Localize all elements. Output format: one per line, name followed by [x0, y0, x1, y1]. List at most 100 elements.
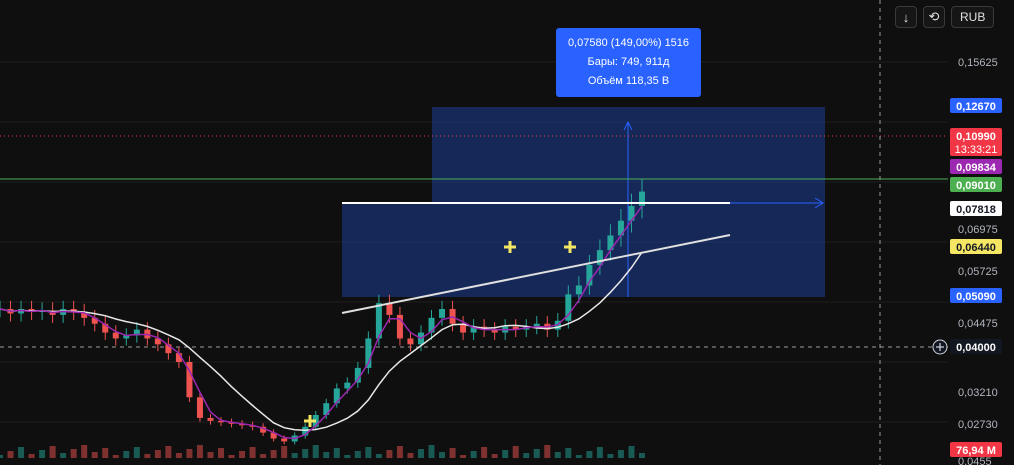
candle-body — [302, 426, 309, 436]
price-label: 0,04000 — [956, 342, 996, 354]
volume-bar — [196, 445, 203, 458]
volume-bar — [617, 450, 624, 458]
price-axis[interactable]: 0,15625 0,06975 0,05725 0,04475 0,03210 0,027… — [958, 57, 998, 465]
fast-moving-average — [0, 205, 643, 440]
volume-bar — [165, 446, 172, 458]
cross-marker — [564, 241, 576, 253]
slow-moving-average — [0, 251, 643, 432]
volume-bar — [523, 453, 530, 458]
volume-bar — [228, 455, 235, 458]
volume-bar — [133, 447, 140, 458]
price-label-bg — [950, 288, 1002, 303]
candle-body — [112, 332, 119, 339]
candle-body — [81, 311, 88, 318]
volume-bar — [439, 452, 446, 458]
volume-bar — [239, 451, 246, 458]
volume-bar — [375, 454, 382, 458]
candle-body — [533, 323, 540, 327]
countdown-label: 13:33:21 — [955, 144, 998, 156]
price-label-bg — [950, 201, 1002, 216]
candle-body — [428, 317, 435, 333]
volume-bar — [417, 449, 424, 458]
candle-body — [628, 206, 635, 221]
candle-body — [386, 303, 393, 315]
candle-body — [270, 432, 277, 439]
volume-bar — [175, 453, 182, 458]
axis-tick-label: 0,02730 — [958, 419, 998, 431]
axis-tick-label: 0,04475 — [958, 318, 998, 330]
price-label: 0,09010 — [956, 180, 996, 192]
price-label: 0,10990 — [956, 131, 996, 143]
volume-bar — [281, 446, 288, 458]
price-label: 0,06440 — [956, 242, 996, 254]
candle-body — [460, 323, 467, 333]
volume-bar — [554, 452, 561, 458]
chart-top-toolbar: ↓ ⟲ RUB — [895, 6, 995, 28]
candle-body — [565, 294, 572, 321]
candle-body — [491, 329, 498, 333]
price-label: 0,09834 — [956, 162, 997, 174]
loop-icon[interactable]: ⟲ — [923, 6, 945, 28]
volume-bar — [565, 448, 572, 458]
candle-body — [575, 285, 582, 295]
volume-bar — [207, 452, 214, 458]
candle-body — [470, 326, 477, 333]
price-label-bg — [950, 177, 1002, 192]
price-label-bg — [950, 98, 1002, 113]
volume-bar — [533, 449, 540, 458]
measure-box-lower[interactable] — [342, 203, 825, 297]
axis-tick-label: 0,06975 — [958, 224, 998, 236]
axis-tick-label: 0,15625 — [958, 57, 998, 69]
candle-body — [365, 338, 372, 368]
price-label-bg — [950, 239, 1002, 254]
candle-body — [333, 388, 340, 404]
candle-body — [586, 264, 593, 286]
axis-tick-label: 0,05725 — [958, 266, 998, 278]
volume-bar — [70, 449, 77, 458]
candle-body — [354, 367, 361, 383]
volume-bar — [628, 446, 635, 458]
volume-bar — [491, 454, 498, 458]
candle-body — [281, 438, 288, 442]
add-alert-button[interactable] — [932, 339, 948, 355]
volume-bar — [270, 450, 277, 458]
candle-body — [439, 309, 446, 318]
candle-body — [596, 250, 603, 265]
arrow-down-icon[interactable]: ↓ — [895, 6, 917, 28]
volume-bar — [333, 448, 340, 458]
volume-bar — [344, 455, 351, 458]
volume-bar — [218, 448, 225, 458]
price-label: 0,07818 — [956, 204, 996, 216]
candle-body — [260, 426, 267, 433]
axis-tick-label: 0,03210 — [958, 387, 998, 399]
candle-body — [154, 338, 161, 345]
candle-body — [123, 335, 130, 339]
cross-marker — [304, 415, 316, 427]
volume-bar — [102, 448, 109, 458]
axis-tick-label: 0,0455 — [958, 456, 992, 465]
volume-bar — [0, 455, 3, 458]
candle-body — [512, 326, 519, 330]
volume-bar — [575, 455, 582, 458]
volume-bar — [449, 448, 456, 458]
candle-body — [617, 220, 624, 236]
support-trend-line[interactable] — [341, 234, 731, 314]
candle-body — [133, 329, 140, 336]
candle-body — [323, 403, 330, 415]
candle-body — [407, 338, 414, 345]
candle-body — [218, 420, 225, 423]
measure-arrow-head — [814, 197, 824, 209]
candle-body — [375, 303, 382, 339]
volume-bar — [365, 447, 372, 458]
candle-body — [91, 317, 98, 324]
volume-bar — [260, 454, 267, 458]
volume-bar — [39, 450, 46, 458]
measure-change-text: 0,07580 (149,00%) 1516 — [567, 37, 690, 49]
candle-body — [207, 417, 214, 421]
volume-bar — [18, 447, 25, 458]
currency-selector[interactable]: RUB — [951, 6, 995, 28]
volume-bar — [112, 455, 119, 458]
volume-bar — [470, 451, 477, 458]
